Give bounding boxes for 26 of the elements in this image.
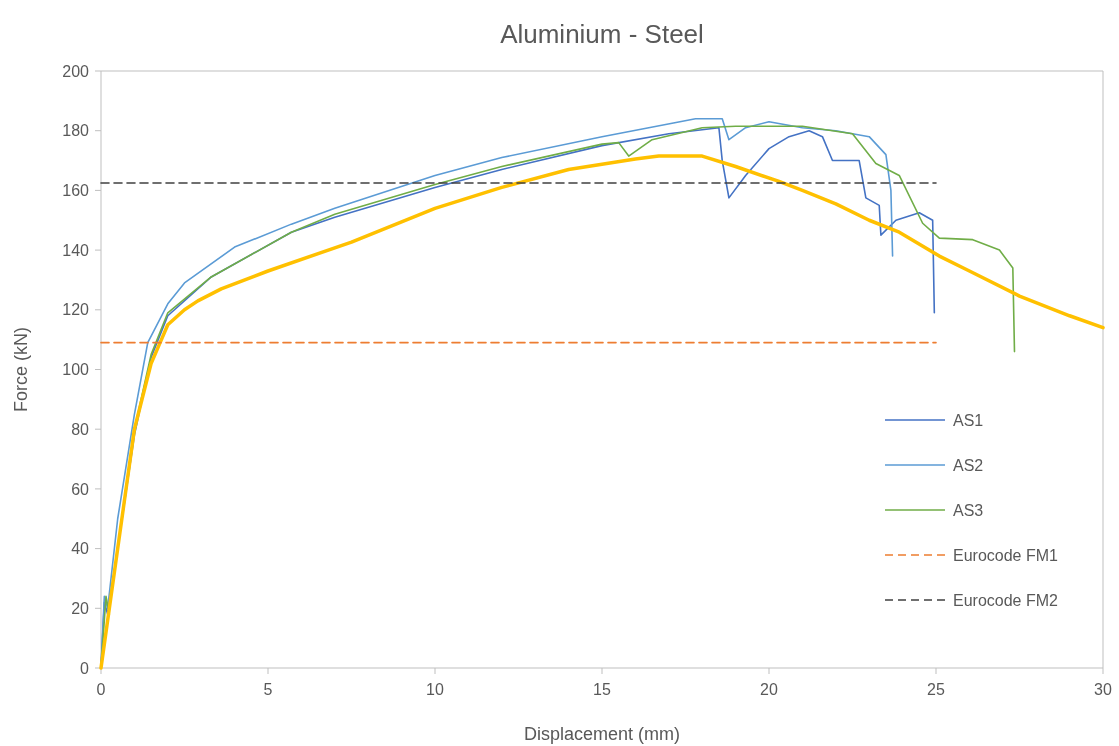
y-tick-label: 180 [62,122,90,140]
legend-label: Eurocode FM1 [953,546,1059,564]
y-tick-label: 100 [62,361,90,379]
x-axis-title: Displacement (mm) [523,724,681,744]
y-tick-label: 0 [80,659,90,677]
y-tick-label: 140 [62,241,90,259]
y-axis-title: Force (kN) [11,327,31,412]
x-tick-label: 25 [927,681,945,698]
y-tick-label: 60 [71,480,90,498]
y-tick-label: 20 [71,599,90,617]
x-tick-label: 15 [593,681,611,698]
x-tick-label: 30 [1094,681,1112,698]
x-tick-label: 20 [760,681,778,698]
y-tick-label: 40 [71,540,90,558]
x-tick-label: 10 [426,681,444,698]
legend-label: AS3 [953,501,984,519]
y-tick-label: 160 [62,182,90,199]
legend-label: Eurocode FM2 [953,591,1059,609]
chart-title: Aluminium - Steel [500,19,704,49]
y-tick-label: 200 [62,62,90,80]
legend-label: AS2 [953,456,984,474]
legend-label: AS1 [953,411,984,429]
y-tick-label: 120 [62,301,90,319]
y-tick-label: 80 [71,420,90,438]
x-tick-label: 0 [96,681,106,698]
x-tick-label: 5 [263,681,273,698]
